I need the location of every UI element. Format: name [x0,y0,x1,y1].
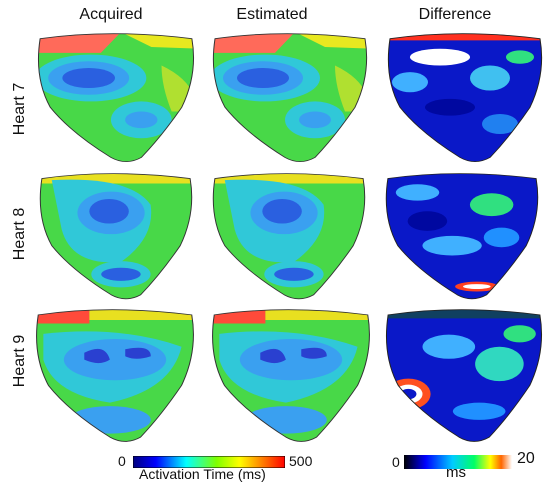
row-label-heart-7: Heart 7 [11,82,28,136]
heart-7-difference-map [387,33,543,163]
column-header-difference: Difference [418,6,492,23]
row-label-heart-8: Heart 8 [11,207,28,261]
row-label-heart-9: Heart 9 [11,334,28,388]
heart-8-acquired-map [39,173,193,300]
heart-9-estimated-map [212,309,370,442]
activation-colorbar-max: 500 [289,453,313,469]
activation-colorbar-title: Activation Time (ms) [139,466,266,482]
heart-8-estimated-map [212,173,366,300]
column-header-acquired: Acquired [79,6,143,23]
difference-colorbar-max: 20 [517,450,535,467]
heart-7-acquired-map [38,33,194,163]
heart-9-acquired-map [36,309,194,442]
heart-8-difference-map [385,173,539,300]
heart-7-estimated-map [212,33,368,163]
activation-colorbar [133,456,285,468]
column-header-estimated: Estimated [236,6,308,23]
difference-colorbar [404,455,512,469]
heart-9-difference-map [386,309,542,442]
activation-colorbar-min: 0 [118,453,126,469]
difference-colorbar-title: ms [446,464,466,481]
difference-colorbar-min: 0 [392,454,400,470]
